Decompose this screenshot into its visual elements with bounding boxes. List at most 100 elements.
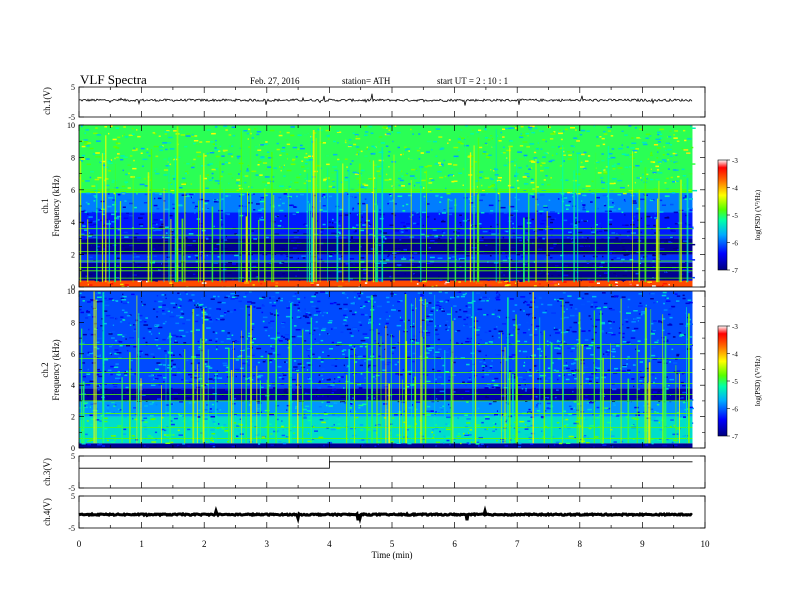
spectrogram-cell <box>172 192 174 195</box>
spectrogram-cell <box>611 350 616 353</box>
spectrogram-cell <box>111 344 114 346</box>
spectrogram-cell <box>87 443 91 446</box>
spectrogram-cell <box>279 185 284 187</box>
spectrogram-cell <box>445 428 451 431</box>
spectrogram-cell <box>290 369 295 371</box>
spectrogram-cell <box>551 362 554 364</box>
spectrogram-cell <box>594 306 598 308</box>
spectrogram-cell <box>584 293 589 295</box>
spectrogram-cell <box>290 134 295 137</box>
spectrogram-cell <box>374 340 378 342</box>
spectrogram-cell <box>415 168 418 170</box>
spectrogram-cell <box>334 169 338 172</box>
spectrogram-cell <box>629 255 633 257</box>
spectrogram-cell <box>463 308 466 311</box>
spectrogram-cell <box>162 309 165 312</box>
spectrogram-cell <box>257 212 262 215</box>
spectrogram-cell <box>195 245 197 248</box>
spectrogram-cell <box>85 180 90 182</box>
spectrogram-cell <box>373 188 377 190</box>
spectrogram-cell <box>467 302 473 304</box>
spectrogram-cell <box>143 259 148 261</box>
spectrogram-cell <box>291 159 295 162</box>
spectrogram-cell <box>350 355 356 357</box>
spectrogram-cell <box>400 232 403 234</box>
spectrogram-cell <box>458 316 462 318</box>
spectrogram-cell <box>292 146 298 149</box>
spectrogram-cell <box>522 132 526 134</box>
spectrogram-cell <box>389 275 392 278</box>
spectrogram-cell <box>174 397 178 400</box>
spectrogram-cell <box>378 136 383 138</box>
spectrogram-cell <box>438 136 443 138</box>
spectrogram-cell <box>448 403 450 406</box>
spectrogram-cell <box>488 284 492 287</box>
spectrogram-cell <box>157 347 161 350</box>
spectrogram-cell <box>294 181 299 184</box>
spectrogram-cell <box>86 192 92 195</box>
spectrogram-cell <box>537 248 543 251</box>
spectrogram-cell <box>534 306 539 308</box>
spectrogram-cell <box>661 204 667 206</box>
spectrogram-cell <box>213 225 215 228</box>
spectrogram-cell <box>151 379 154 382</box>
spectrogram-cell <box>524 173 530 175</box>
spectrogram-cell <box>412 222 417 225</box>
spectrogram-cell <box>256 400 261 403</box>
spectrogram-cell <box>563 316 569 319</box>
spectrogram-cell <box>520 296 526 298</box>
spectrogram-cell <box>478 177 482 179</box>
spectrogram-cell <box>481 421 484 424</box>
spectrogram-cell <box>676 353 680 356</box>
spectrogram-cell <box>607 130 611 132</box>
spectrogram-cell <box>428 302 432 304</box>
spectrogram-cell <box>97 371 102 373</box>
spectrogram-cell <box>672 152 677 155</box>
spectrogram-cell <box>549 282 554 285</box>
spectrogram-cell <box>173 417 178 420</box>
spectrogram-cell <box>136 129 138 131</box>
spectrogram-cell <box>646 382 650 384</box>
spectrogram-cell <box>338 218 340 221</box>
spectrogram-cell <box>389 195 392 197</box>
spectrogram-cell <box>513 324 516 326</box>
spectrogram-cell <box>615 281 618 284</box>
spectrogram-cell <box>563 425 567 427</box>
spectrogram-cell <box>306 362 311 364</box>
spectrogram-cell <box>355 146 360 148</box>
spectrogram-cell <box>595 377 599 379</box>
spectrogram-cell <box>436 344 439 346</box>
spectrogram-cell <box>518 209 520 212</box>
spectrogram-cell <box>491 313 495 316</box>
spectrogram-cell <box>287 339 290 341</box>
spectrogram-cell <box>388 194 392 196</box>
spectrogram-cell <box>478 350 482 353</box>
spectrogram-cell <box>114 339 118 342</box>
spectrogram-cell <box>316 284 320 286</box>
spectrogram-cell <box>603 171 607 173</box>
spectrogram-cell <box>391 352 394 355</box>
spectrogram-cell <box>283 175 286 177</box>
spectrogram-cell <box>385 235 390 238</box>
spectrogram-cell <box>87 351 92 354</box>
ch1-spectrogram-ytick-label: 10 <box>67 121 75 130</box>
spectrogram-cell <box>258 443 261 445</box>
spectrogram-cell <box>410 338 415 341</box>
spectrogram-cell <box>403 256 405 259</box>
spectrogram-cell <box>185 272 189 274</box>
spectrogram-cell <box>500 152 503 154</box>
spectrogram-cell <box>386 361 392 364</box>
spectrogram-cell <box>167 310 170 313</box>
spectrogram-cell <box>386 133 391 135</box>
spectrogram-cell <box>675 372 678 375</box>
spectrogram-cell <box>372 152 376 155</box>
spectrogram-cell <box>638 431 640 433</box>
spectrogram-cell <box>103 359 109 361</box>
spectrogram-cell <box>542 139 546 141</box>
spectrogram-cell <box>650 282 652 284</box>
spectrogram-cell <box>129 337 135 339</box>
spectrogram-cell <box>489 366 492 369</box>
spectrogram-cell <box>307 432 309 435</box>
spectrogram-cell <box>221 330 225 332</box>
spectrogram-cell <box>383 417 386 419</box>
